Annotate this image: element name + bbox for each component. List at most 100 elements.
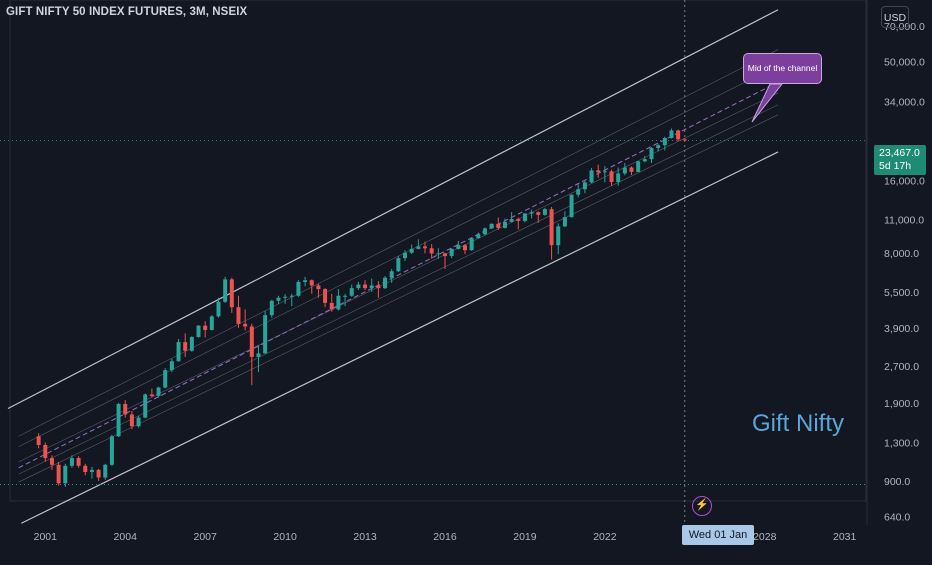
candle-body	[509, 219, 514, 222]
candle-body	[456, 245, 461, 249]
candle-body	[309, 280, 314, 286]
candle-body	[636, 161, 641, 172]
candle-body	[109, 436, 114, 465]
candle-body	[609, 171, 614, 183]
candle-body	[562, 217, 567, 227]
price-tick-label: 900.0	[884, 476, 910, 488]
bar-countdown: 5d 17h	[879, 160, 912, 172]
price-chart[interactable]: 70,000.050,000.034,000.016,000.011,000.0…	[0, 0, 932, 550]
candle-body	[343, 295, 348, 297]
lightning-icon[interactable]: ⚡	[692, 496, 712, 516]
candle-body	[556, 226, 561, 246]
candle-body	[363, 284, 368, 289]
mid-channel-callout[interactable]: Mid of the channel	[743, 53, 822, 84]
candle-body	[203, 325, 208, 330]
candle-body	[476, 234, 481, 239]
candle-body	[423, 246, 428, 249]
channel-line-outer	[7, 9, 779, 410]
candle-body	[649, 148, 654, 160]
candle-body	[56, 464, 61, 484]
candle-body	[682, 139, 687, 141]
candle-body	[89, 469, 94, 473]
channel-line-inner	[18, 49, 779, 437]
candle-body	[96, 469, 101, 478]
candle-body	[369, 285, 374, 289]
price-tick-label: 50,000.0	[884, 56, 925, 68]
price-tick-label: 2,700.0	[884, 361, 919, 373]
candle-body	[662, 138, 667, 146]
time-tick-label: 2022	[593, 531, 617, 543]
candle-body	[396, 258, 401, 272]
candle-body	[136, 417, 141, 427]
candle-body	[403, 252, 408, 259]
candle-body	[323, 289, 328, 303]
candle-body	[116, 403, 121, 437]
current-price-value: 23,467.0	[879, 147, 920, 159]
price-tick-label: 640.0	[884, 512, 910, 524]
time-tick-label: 2019	[513, 531, 537, 543]
candle-body	[469, 238, 474, 251]
candle-body	[349, 288, 354, 296]
candle-body	[303, 280, 308, 282]
candle-body	[629, 167, 634, 172]
candle-body	[256, 353, 261, 357]
candle-body	[269, 300, 274, 316]
candle-body	[169, 361, 174, 371]
candle-body	[83, 465, 88, 473]
candle-body	[43, 444, 48, 459]
candle-body	[263, 315, 268, 354]
candle-body	[49, 458, 54, 465]
time-tick-label: 2010	[273, 531, 297, 543]
candle-body	[482, 228, 487, 235]
candle-body	[502, 221, 507, 228]
candle-body	[589, 170, 594, 183]
candle-body	[216, 301, 221, 317]
pane-frame	[9, 0, 867, 502]
candle-body	[129, 414, 134, 427]
candle-body	[329, 302, 334, 310]
price-tick-label: 1,900.0	[884, 398, 919, 410]
candle-body	[642, 159, 647, 162]
candle-body	[249, 326, 254, 357]
time-tick-label: 2013	[353, 531, 377, 543]
candle-body	[296, 281, 301, 296]
candle-body	[236, 307, 241, 324]
candle-body	[243, 323, 248, 327]
candle-body	[383, 277, 388, 289]
candle-body	[143, 394, 148, 418]
candle-body	[436, 253, 441, 255]
price-tick-label: 11,000.0	[884, 214, 924, 226]
candle-body	[103, 464, 108, 478]
callout-pointer	[751, 83, 784, 123]
chart-symbol-title: GIFT NIFTY 50 INDEX FUTURES, 3M, NSEIX	[6, 6, 248, 18]
candle-body	[276, 297, 281, 301]
crosshair-date-label: Wed 01 Jan '25	[682, 525, 754, 561]
candle-body	[336, 295, 341, 310]
candle-body	[549, 209, 554, 246]
candle-body	[163, 370, 168, 388]
candle-body	[616, 173, 621, 183]
candle-body	[582, 182, 587, 190]
candle-body	[183, 342, 188, 351]
candle-body	[156, 387, 161, 396]
candle-body	[529, 212, 534, 214]
time-axis: 2001 2004 2007 2010 2013 2016 2019 2022 2028 2031	[34, 531, 857, 543]
candle-body	[536, 212, 541, 215]
time-tick-label: 2007	[193, 531, 217, 543]
candle-body	[149, 394, 154, 396]
candle-body	[196, 325, 201, 338]
candle-body	[516, 219, 521, 221]
candle-body	[416, 246, 421, 249]
channel-line-outer	[21, 151, 779, 524]
price-tick-label: 8,000.0	[884, 248, 919, 260]
candle-body	[576, 189, 581, 195]
time-tick-label: 2031	[833, 531, 857, 543]
time-tick-label: 2004	[114, 531, 138, 543]
candle-body	[542, 209, 547, 215]
candle-body	[669, 130, 674, 139]
candle-body	[209, 316, 214, 330]
currency-button[interactable]: USD	[881, 6, 909, 28]
candle-body	[676, 130, 681, 140]
candle-body	[602, 171, 607, 173]
price-axis: 70,000.050,000.034,000.016,000.011,000.0…	[884, 21, 925, 523]
